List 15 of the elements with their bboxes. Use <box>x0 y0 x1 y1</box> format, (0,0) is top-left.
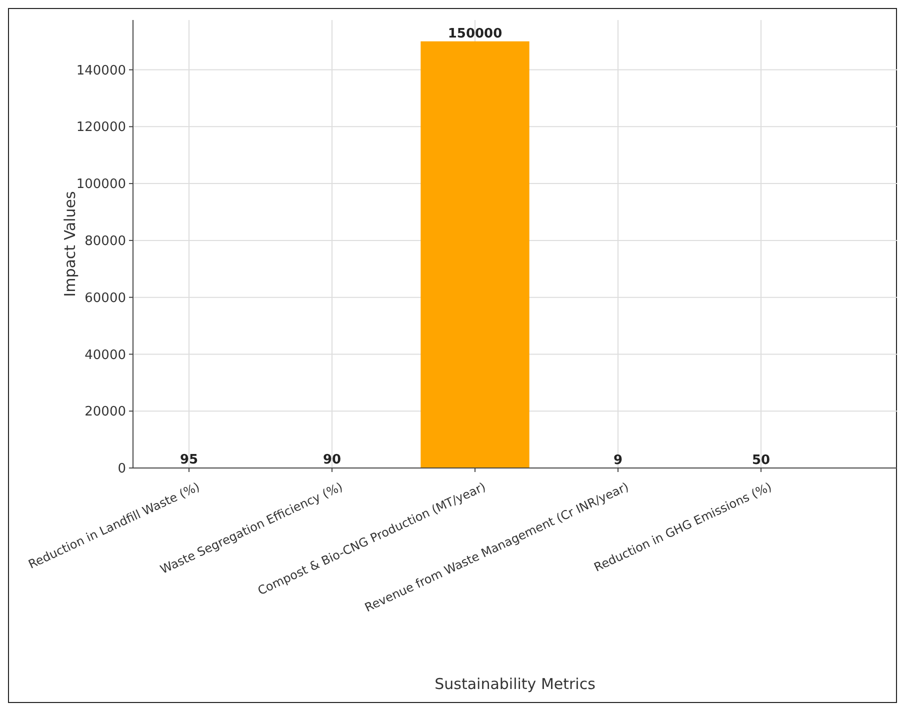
data-label: 150000 <box>448 26 502 42</box>
data-label: 90 <box>322 452 342 468</box>
data-label: 50 <box>752 452 770 468</box>
y-tick-label: 120000 <box>76 120 126 136</box>
data-label: 9 <box>613 452 623 468</box>
x-axis-title: Sustainability Metrics <box>434 675 596 693</box>
y-tick-label: 40000 <box>84 348 126 363</box>
y-tick-label: 0 <box>118 462 126 477</box>
y-tick-label: 100000 <box>76 177 126 192</box>
y-axis-title: Impact Values <box>61 190 79 297</box>
y-tick-label: 20000 <box>84 404 126 420</box>
y-tick-label: 80000 <box>84 234 126 249</box>
y-tick-label: 60000 <box>84 290 126 306</box>
data-label: 95 <box>180 452 198 468</box>
y-tick-label: 140000 <box>76 63 126 78</box>
